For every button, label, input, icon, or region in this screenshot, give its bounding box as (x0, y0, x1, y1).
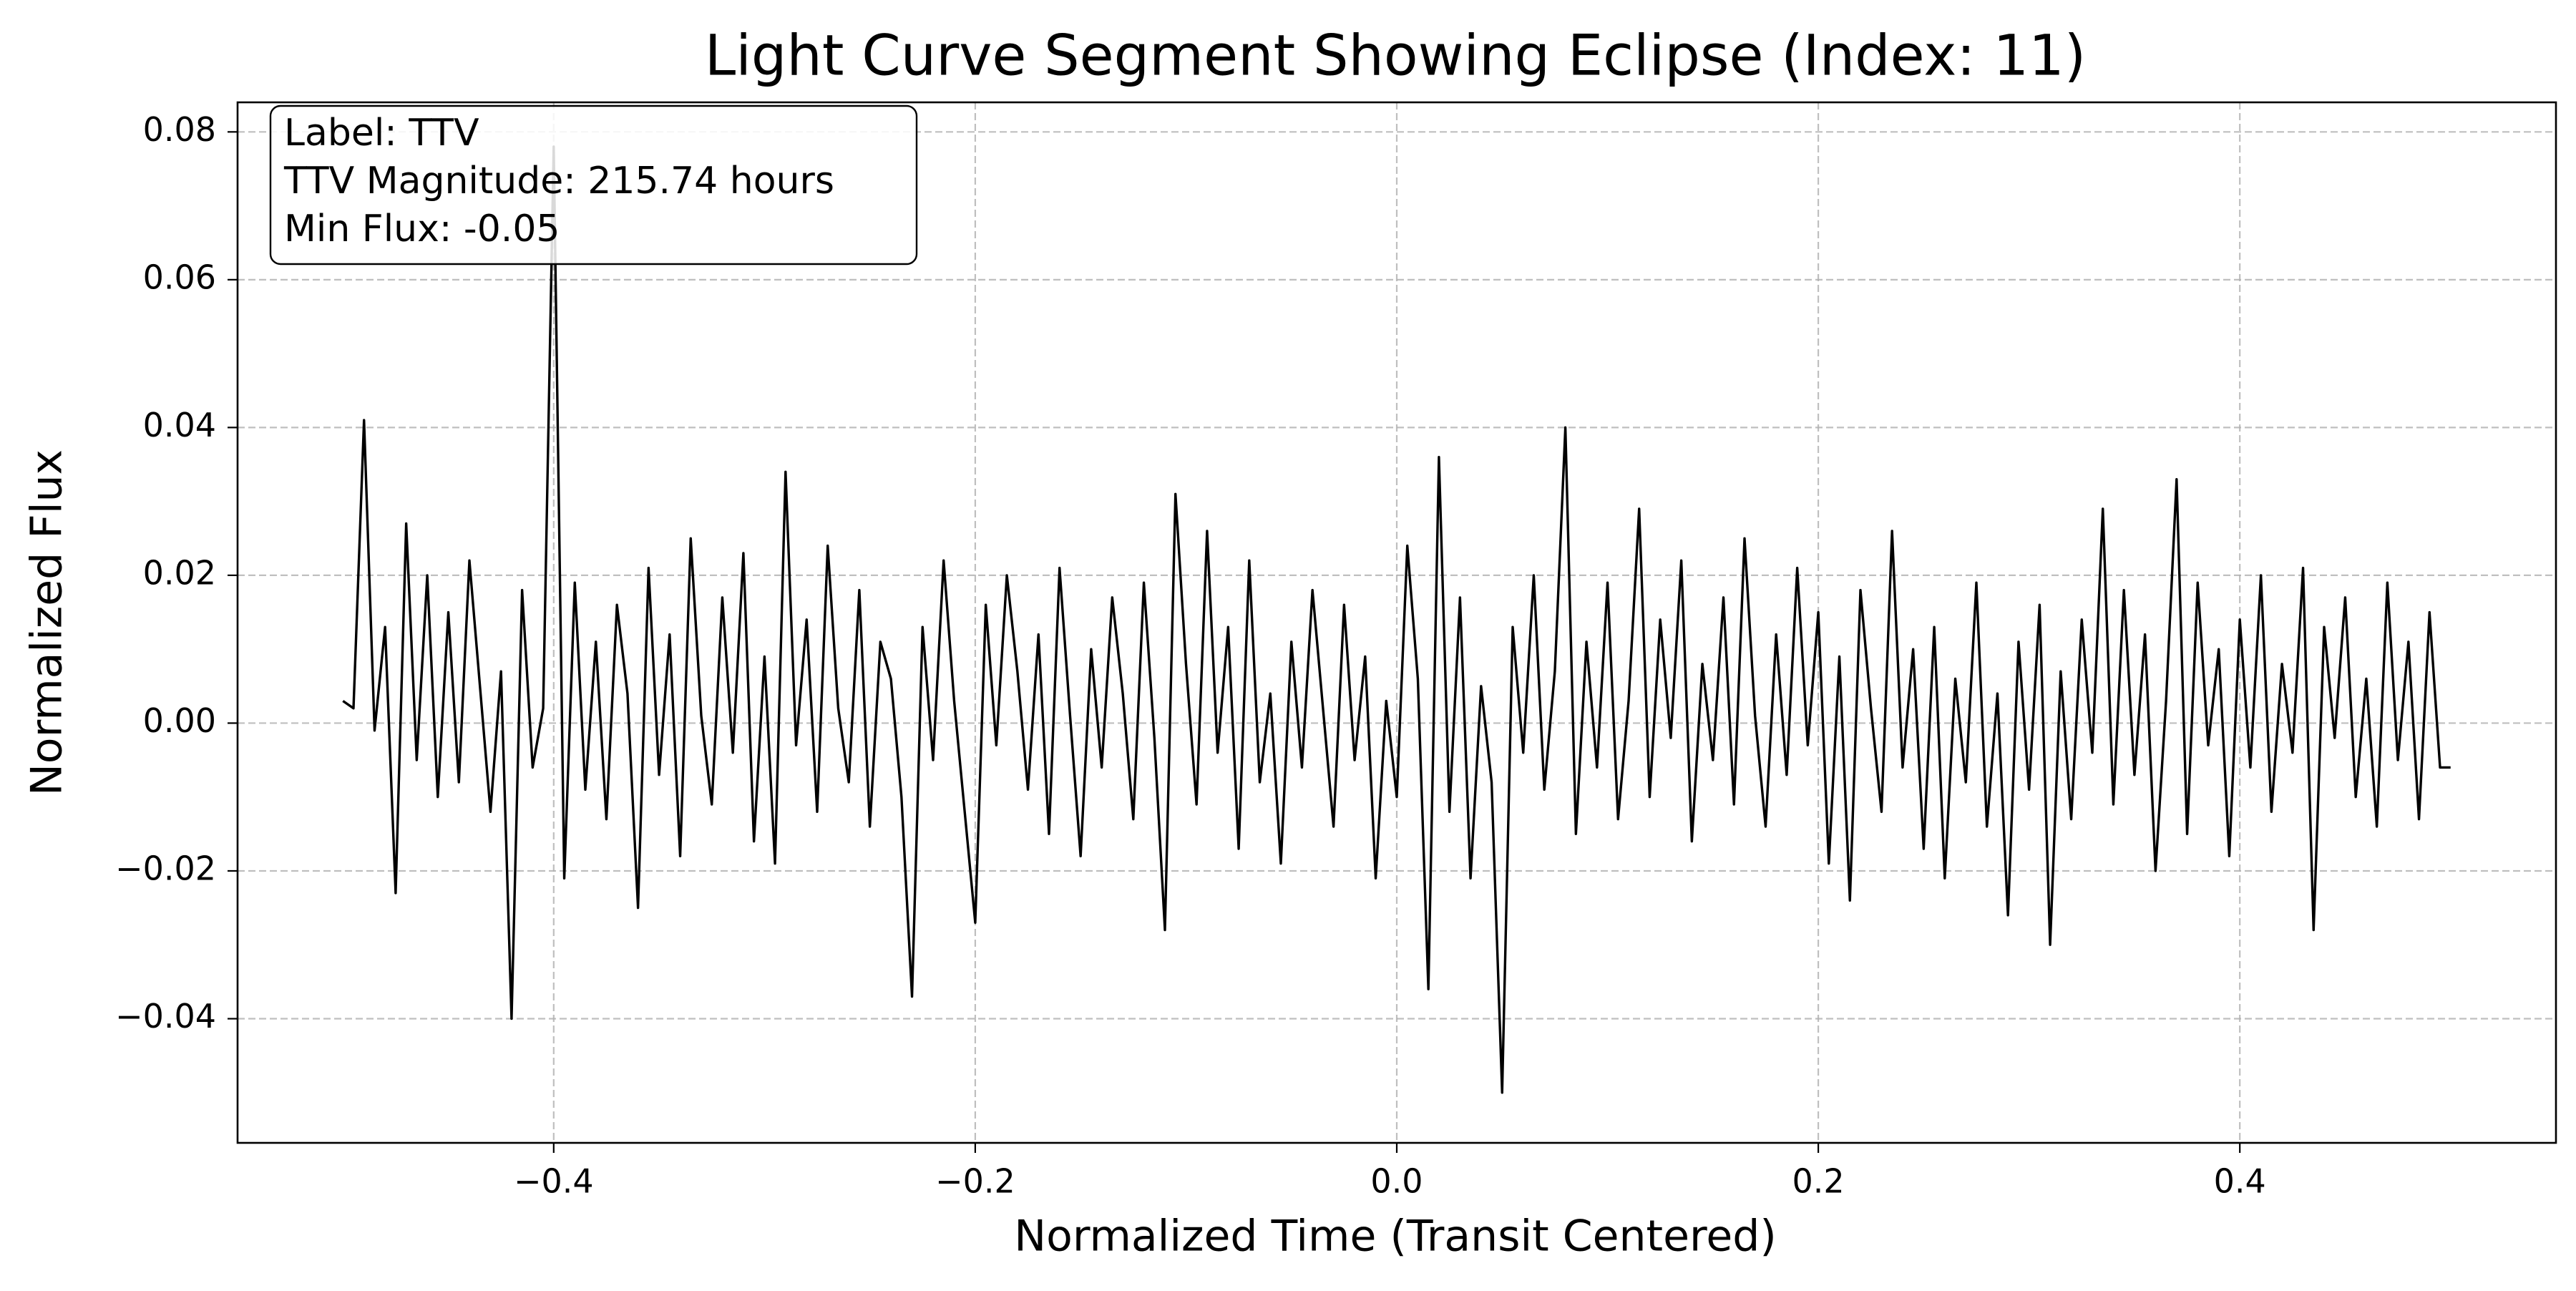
y-axis-label: Normalized Flux (22, 449, 72, 796)
y-tick-label: −0.04 (115, 997, 216, 1036)
chart-title: Light Curve Segment Showing Eclipse (Ind… (705, 24, 2086, 88)
x-tick-label: 0.2 (1792, 1162, 1845, 1201)
y-tick-label: −0.02 (115, 849, 216, 887)
x-axis-label: Normalized Time (Transit Centered) (1014, 1212, 1777, 1262)
plot-area (342, 145, 2451, 1094)
x-tick-label: −0.4 (514, 1162, 594, 1201)
annotation-text: Label: TTV (284, 112, 479, 155)
flux-line (342, 145, 2451, 1094)
y-tick-label: 0.02 (143, 553, 216, 592)
y-tick-label: 0.04 (143, 406, 216, 444)
x-tick-label: 0.0 (1370, 1162, 1423, 1201)
grid (238, 102, 2556, 1143)
y-tick-label: 0.06 (143, 258, 216, 296)
annotation-frame (269, 104, 918, 265)
y-tick-label: 0.00 (143, 701, 216, 740)
x-tick-label: 0.4 (2214, 1162, 2266, 1201)
annotation-box: Label: TTV TTV Magnitude: 215.74 hours Min… (269, 104, 918, 265)
annotation-text: TTV Magnitude: 215.74 hours (283, 160, 834, 203)
annotation-text: Min Flux: -0.05 (284, 208, 560, 250)
x-tick-label: −0.2 (935, 1162, 1015, 1201)
y-tick-label: 0.08 (143, 110, 216, 149)
